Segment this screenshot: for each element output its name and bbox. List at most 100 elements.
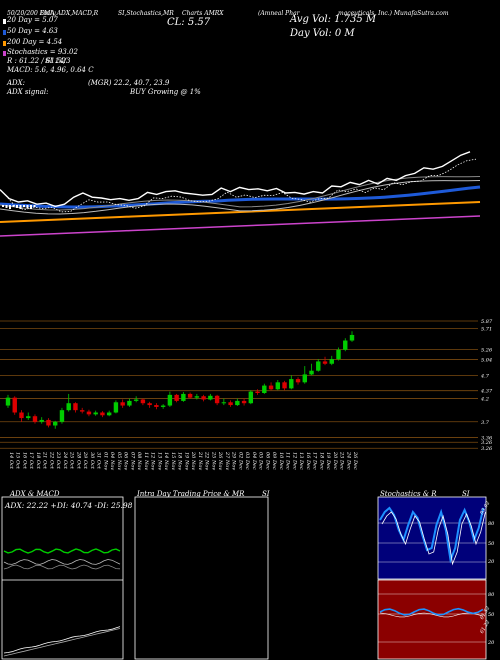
ema200-readout: 200 Day = 4.54 [7,38,63,46]
candle-body [93,412,98,415]
date-label: 21 Oct [42,451,48,470]
price-axis-label: 3.36 [481,436,493,442]
date-label: 31 Oct [96,452,102,470]
stoch-panel-bg [377,496,487,580]
candle-body [181,393,186,401]
candle-body [329,359,334,364]
date-label: 14 Nov [163,452,169,470]
date-label: 18 Oct [35,452,41,470]
date-label: 24 Dec [345,451,351,470]
close-price: CL: 5.57 [167,17,211,28]
candle-body [336,349,341,360]
adx-values: (MGR) 22.2, 40.7, 23.9 [88,79,170,87]
stoch-panel-si: SI [462,490,470,498]
candle-body [19,412,24,419]
adx-panel-title: ADX & MACD [10,490,60,498]
candle-body [12,397,17,413]
volume-tick [30,205,32,209]
date-label: 02 Dec [237,452,243,470]
date-label: 30 Oct [89,452,95,470]
candle-body [316,361,321,371]
di-minus-line [3,564,121,570]
rsi-line [379,607,484,616]
date-label: 22 Oct [48,451,54,470]
candle-body [86,411,92,415]
volume-tick [19,205,22,209]
candle-body [275,382,281,390]
rsi-signal-line [379,612,483,618]
date-label: 23 Dec [339,451,345,470]
date-label: 05 Dec [258,452,264,470]
candle-body [187,393,193,398]
price-axis-label: 3.7 [481,420,490,426]
stoch-level-20: 20 [488,559,495,565]
date-label: 05 Nov [116,452,122,470]
candle-body [349,334,355,341]
candle-body [127,400,132,406]
date-label: 15 Nov [170,452,176,470]
candle-body [32,416,38,422]
ema20-swatch [3,19,6,24]
candle-body [73,403,78,411]
intraday-panel-title: Intra Day Trading Price & MR [137,490,245,498]
date-label: 19 Nov [183,452,189,470]
avg-volume: Avg Vol: 1.735 M [290,14,377,25]
candle-body [160,405,166,407]
date-label: 17 Dec [312,452,318,470]
intraday-panel-si: SI [262,490,270,498]
price-axis-label: 4.2 [480,397,489,403]
ema50-swatch [3,30,6,35]
adx-panel-frame [1,496,124,660]
candle-body [53,421,58,426]
volume-tick [5,205,8,208]
candle-body [241,400,247,404]
date-label: 11 Dec [285,452,291,470]
date-label: 11 Nov [143,452,149,470]
candle-body [255,391,260,393]
volume-tick [23,205,25,207]
price-axis-label: 3.26 [481,440,493,446]
header-company: (Amneal Phar [258,10,300,17]
ema50-line [0,185,481,209]
date-label: 25 Oct [69,451,75,470]
volume-tick [9,205,11,209]
candle-body [302,374,307,383]
date-label: 20 Nov [190,451,196,470]
candle-body [26,416,31,419]
rsi-level-20: 20 [488,640,495,646]
candle-body [228,402,233,406]
candle-body [295,379,301,383]
price-close-line [0,151,471,208]
date-label: 10 Dec [278,452,284,470]
candle-body [309,370,314,375]
candle-body [66,403,71,411]
candle-body [248,391,254,404]
candle-body [79,410,85,412]
price-axis-label: 5.26 [481,347,493,353]
candle-body [140,399,146,404]
ema-mid-line [0,180,481,215]
volume-tick [16,205,18,208]
candle-body [120,402,125,406]
date-label: 16 Dec [305,452,311,470]
price-axis-label: 5.71 [481,326,492,332]
header-chart-types: Daily,ADX,MACD,R [40,10,99,17]
candle-body [167,394,173,406]
stoch-level-50: 50 [488,541,495,547]
price-axis-label: 5.04 [481,358,492,364]
macd-readout: MACD: 5.6, 4.96, 0.64 C [7,66,94,74]
ema200-swatch [3,41,6,46]
date-label: 01 Nov [102,452,108,470]
price-axis-label: 4.7 [480,373,490,379]
candle-body [201,396,206,400]
candle-body [268,385,274,390]
macd-baseline [0,215,481,237]
candle-body [133,399,139,401]
date-label: 25 Nov [210,451,216,470]
macd-line [3,626,121,654]
date-label: 29 Nov [231,451,237,470]
candle-body [100,412,105,416]
ema200-line [0,201,481,223]
stoch-swatch [3,51,6,56]
adx-label: ADX: [7,79,26,87]
